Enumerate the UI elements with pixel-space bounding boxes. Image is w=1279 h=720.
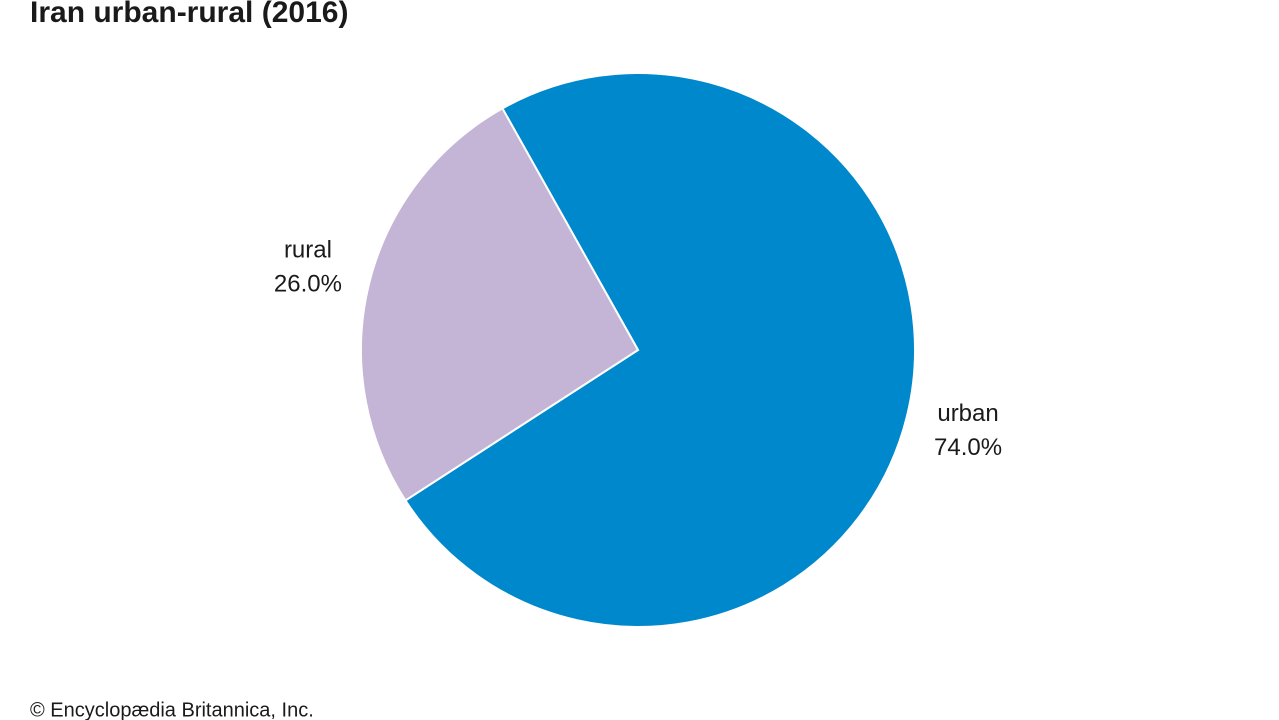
- chart-title: Iran urban-rural (2016): [30, 0, 348, 29]
- slice-value-label: 26.0%: [274, 271, 342, 298]
- slice-label: rural: [284, 237, 332, 264]
- credit: © Encyclopædia Britannica, Inc.: [30, 699, 314, 720]
- slice-value-label: 74.0%: [934, 434, 1002, 461]
- slice-label: urban: [937, 400, 998, 427]
- pie-slice: [360, 107, 640, 502]
- pie-slice: [404, 72, 916, 628]
